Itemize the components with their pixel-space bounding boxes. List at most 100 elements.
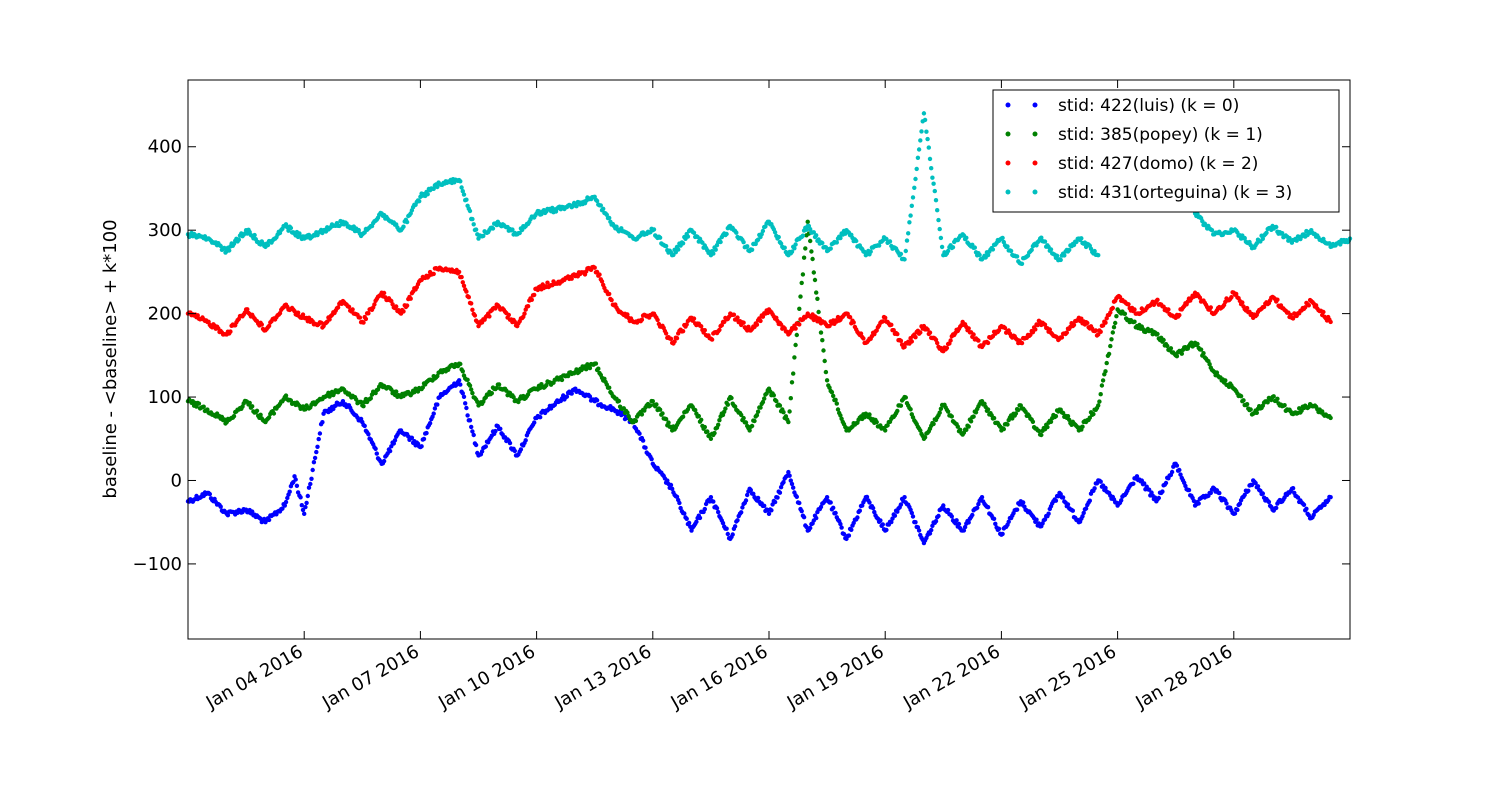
data-point: [1295, 495, 1301, 500]
data-point: [1048, 419, 1054, 424]
data-point: [1039, 235, 1044, 240]
data-point: [207, 491, 212, 497]
data-point: [218, 243, 223, 249]
data-point: [1223, 378, 1228, 383]
data-point: [976, 338, 981, 343]
data-point: [459, 185, 464, 190]
y-axis: −100 0 100 200 300 400: [133, 137, 1350, 575]
data-point: [1070, 508, 1076, 513]
data-point: [538, 415, 543, 420]
data-point: [709, 337, 715, 342]
data-point: [464, 289, 469, 294]
data-point: [787, 473, 792, 478]
data-point: [971, 332, 976, 337]
data-point: [404, 303, 410, 308]
data-point: [424, 430, 429, 436]
data-point: [1280, 231, 1285, 236]
data-point: [993, 521, 998, 526]
data-point: [732, 524, 738, 529]
data-point: [493, 428, 498, 434]
data-point: [1080, 514, 1085, 519]
data-point: [607, 291, 612, 297]
data-point: [730, 532, 735, 537]
data-point: [1274, 224, 1279, 230]
data-point: [247, 400, 252, 406]
data-point: [1058, 257, 1063, 263]
data-point: [801, 515, 807, 520]
data-point: [663, 416, 669, 422]
data-point: [346, 304, 352, 309]
data-point: [625, 410, 630, 415]
data-point: [775, 495, 780, 500]
data-point: [970, 512, 975, 518]
data-point: [699, 324, 704, 329]
data-point: [720, 520, 726, 526]
data-point: [201, 404, 206, 409]
data-point: [966, 326, 971, 331]
data-point: [366, 311, 371, 316]
data-point: [245, 307, 250, 312]
data-point: [1160, 489, 1165, 494]
data-point: [827, 385, 832, 390]
data-point: [409, 435, 415, 440]
x-tick-label: Jan 04 2016: [202, 641, 307, 714]
data-point: [1000, 235, 1005, 241]
data-point: [791, 371, 796, 376]
data-point: [803, 246, 808, 251]
data-point: [822, 358, 827, 364]
data-point: [1179, 351, 1185, 356]
data-point: [694, 519, 699, 524]
data-point: [811, 230, 816, 235]
data-point: [1036, 428, 1042, 434]
data-point: [1064, 330, 1070, 335]
data-point: [743, 420, 749, 425]
data-point: [532, 420, 537, 425]
data-point: [461, 283, 467, 288]
data-point: [880, 522, 885, 527]
data-point: [735, 518, 740, 523]
data-point: [1087, 498, 1093, 503]
legend-label: stid: 431(orteguina) (k = 3): [1058, 183, 1292, 203]
data-point: [1254, 410, 1260, 415]
data-point: [916, 147, 922, 152]
data-point: [404, 219, 410, 225]
data-point: [594, 398, 600, 403]
data-point: [518, 447, 524, 452]
data-point: [996, 526, 1002, 531]
data-point: [932, 188, 937, 194]
data-point: [731, 312, 737, 317]
data-point: [708, 436, 714, 441]
data-point: [651, 227, 657, 232]
data-point: [1209, 228, 1215, 233]
data-point: [1083, 506, 1089, 511]
data-point: [456, 269, 462, 275]
data-point: [1067, 247, 1072, 253]
data-point: [1174, 463, 1180, 468]
data-point: [884, 527, 889, 533]
data-point: [838, 235, 843, 241]
data-point: [1080, 424, 1085, 429]
data-point: [512, 319, 517, 324]
data-point: [574, 204, 579, 209]
data-point: [961, 528, 967, 533]
data-point: [908, 407, 913, 412]
data-point: [592, 265, 597, 270]
data-point: [797, 306, 802, 311]
data-point: [489, 391, 494, 396]
data-point: [1177, 467, 1182, 473]
data-point: [373, 446, 378, 451]
data-point: [517, 230, 522, 236]
data-point: [459, 274, 464, 280]
data-point: [1166, 307, 1171, 312]
data-point: [668, 336, 674, 341]
data-point: [925, 136, 930, 142]
data-point: [431, 186, 436, 191]
data-point: [464, 197, 469, 202]
data-point: [745, 244, 750, 249]
data-point: [760, 228, 766, 234]
data-point: [1260, 491, 1266, 496]
data-point: [1045, 424, 1050, 430]
data-point: [266, 517, 272, 523]
data-point: [1019, 340, 1025, 346]
